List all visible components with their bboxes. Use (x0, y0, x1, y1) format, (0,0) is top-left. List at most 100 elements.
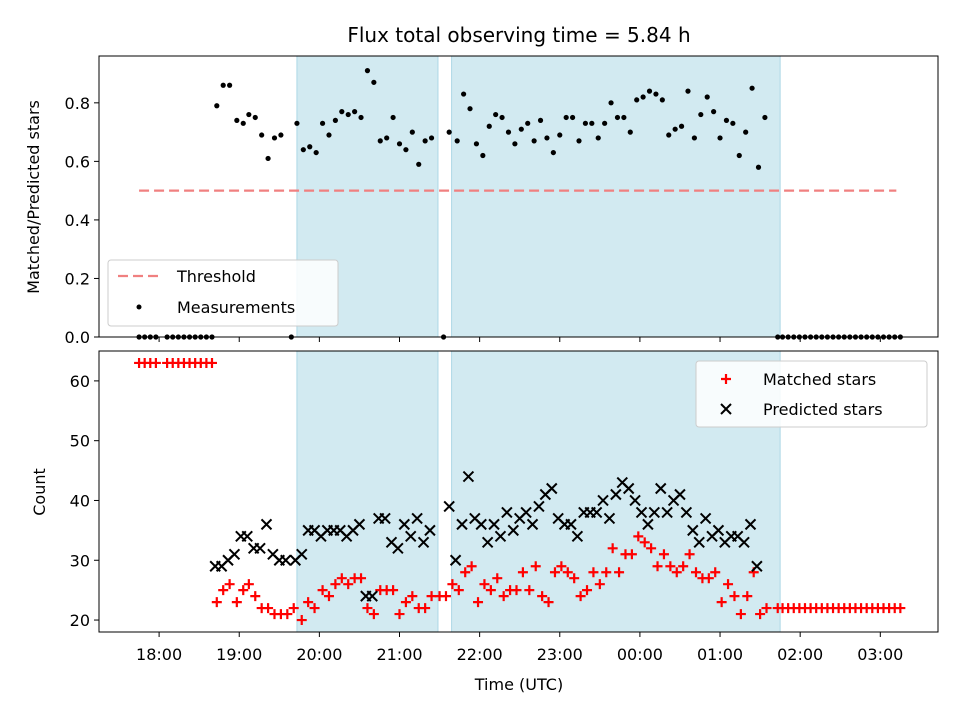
matched-star-point (684, 549, 695, 560)
matched-star-point (485, 585, 496, 596)
measurement-point (531, 138, 537, 144)
predicted-star-point (712, 524, 725, 537)
matched-star-point (678, 561, 689, 572)
measurement-point (640, 94, 646, 100)
predicted-star-point (622, 482, 635, 495)
predicted-star-point (629, 494, 641, 507)
x-tick-label: 22:00 (457, 645, 503, 664)
matched-star-point (569, 573, 580, 584)
measurement-point (627, 129, 633, 135)
matched-star-point (633, 531, 644, 542)
predicted-star-point (661, 506, 673, 519)
legend-plus-marker (721, 374, 731, 384)
legend-predicted-swatch (720, 403, 732, 415)
matched-star-points (134, 357, 906, 626)
y-tick-label: 20 (70, 611, 90, 630)
matched-star-point (761, 603, 772, 614)
y-tick-label: 0.2 (65, 269, 90, 288)
matched-star-point (479, 579, 490, 590)
matched-star-point (690, 567, 701, 578)
predicted-star-point (610, 488, 622, 501)
measurement-point (730, 120, 736, 126)
matched-star-point (537, 591, 548, 602)
measurement-point (339, 109, 345, 115)
measurement-point (621, 114, 627, 121)
bottom-plot-frame (98, 350, 939, 633)
measurement-point (371, 79, 377, 85)
matched-star-point (639, 537, 650, 548)
predicted-star-point (398, 518, 411, 531)
measurement-point (749, 85, 755, 91)
predicted-star-point (481, 536, 494, 549)
measurement-point (537, 117, 544, 123)
measurement-point (313, 149, 319, 156)
top-y-ticks: 0.0 0.2 0.4 0.6 0.8 (65, 94, 99, 347)
predicted-star-point (254, 542, 266, 555)
measurement-point (762, 114, 768, 121)
x-tick-label: 23:00 (537, 645, 583, 664)
measurement-point (723, 117, 730, 123)
matched-star-point (288, 603, 299, 614)
measurement-point (332, 117, 338, 123)
predicted-star-point (228, 548, 241, 560)
measurement-point (711, 109, 717, 115)
predicted-star-point (411, 512, 423, 525)
predicted-star-point (635, 506, 648, 519)
x-tick-label: 00:00 (617, 645, 663, 664)
matched-star-point (582, 585, 593, 596)
matched-star-point (703, 573, 714, 584)
chart-title: Flux total observing time = 5.84 h (347, 23, 690, 47)
x-tick-label: 20:00 (296, 645, 342, 664)
measurement-point (678, 123, 685, 129)
matched-star-point (250, 591, 261, 602)
matched-star-point (323, 591, 334, 602)
predicted-star-point (456, 518, 468, 531)
matched-star-point (388, 585, 399, 596)
measurement-point (743, 129, 749, 135)
matched-star-point (665, 561, 676, 572)
matched-star-point (556, 561, 567, 572)
y-tick-label: 0.6 (65, 152, 90, 171)
matched-star-point (498, 591, 509, 602)
measurement-point (446, 129, 452, 135)
bottom-legend-box (695, 360, 928, 428)
measurement-point (634, 97, 640, 103)
measurement-point (499, 114, 505, 121)
measurement-point (525, 120, 531, 126)
predicted-star-point (693, 536, 705, 549)
matched-star-point (231, 597, 242, 608)
predicted-star-point (571, 530, 584, 543)
measurement-point (227, 82, 233, 88)
y-tick-label: 50 (70, 432, 90, 451)
matched-star-point (447, 579, 458, 590)
measurement-point (390, 114, 396, 121)
y-tick-label: 60 (70, 372, 90, 391)
measurement-point (666, 132, 672, 138)
matched-star-point (368, 609, 379, 620)
predicted-star-point (475, 518, 487, 531)
predicted-star-point (744, 518, 757, 531)
predicted-star-point (590, 506, 603, 519)
matched-star-point (362, 603, 373, 614)
matched-star-point (549, 567, 560, 578)
measurement-point (396, 141, 403, 147)
measurement-point (480, 152, 486, 159)
measurement-point (550, 149, 556, 156)
x-tick-label: 02:00 (777, 645, 823, 664)
measurement-point (672, 126, 678, 132)
matched-star-point (336, 573, 347, 584)
measurement-point (358, 114, 364, 121)
bottom-x-ticks: 18:00 19:00 20:00 21:00 22:00 23:00 00:00 01:00… (136, 632, 903, 664)
predicted-star-point (488, 518, 500, 531)
top-observing-bands (296, 55, 781, 338)
matched-star-point (407, 591, 418, 602)
bottom-y-ticks: 20 30 40 50 60 (70, 372, 99, 630)
measurement-point (240, 120, 246, 126)
matched-star-point (473, 597, 484, 608)
measurement-point (220, 82, 226, 88)
matched-star-point (356, 573, 367, 584)
legend-x-marker (720, 403, 732, 415)
predicted-star-point (392, 542, 404, 555)
matched-star-point (562, 567, 573, 578)
